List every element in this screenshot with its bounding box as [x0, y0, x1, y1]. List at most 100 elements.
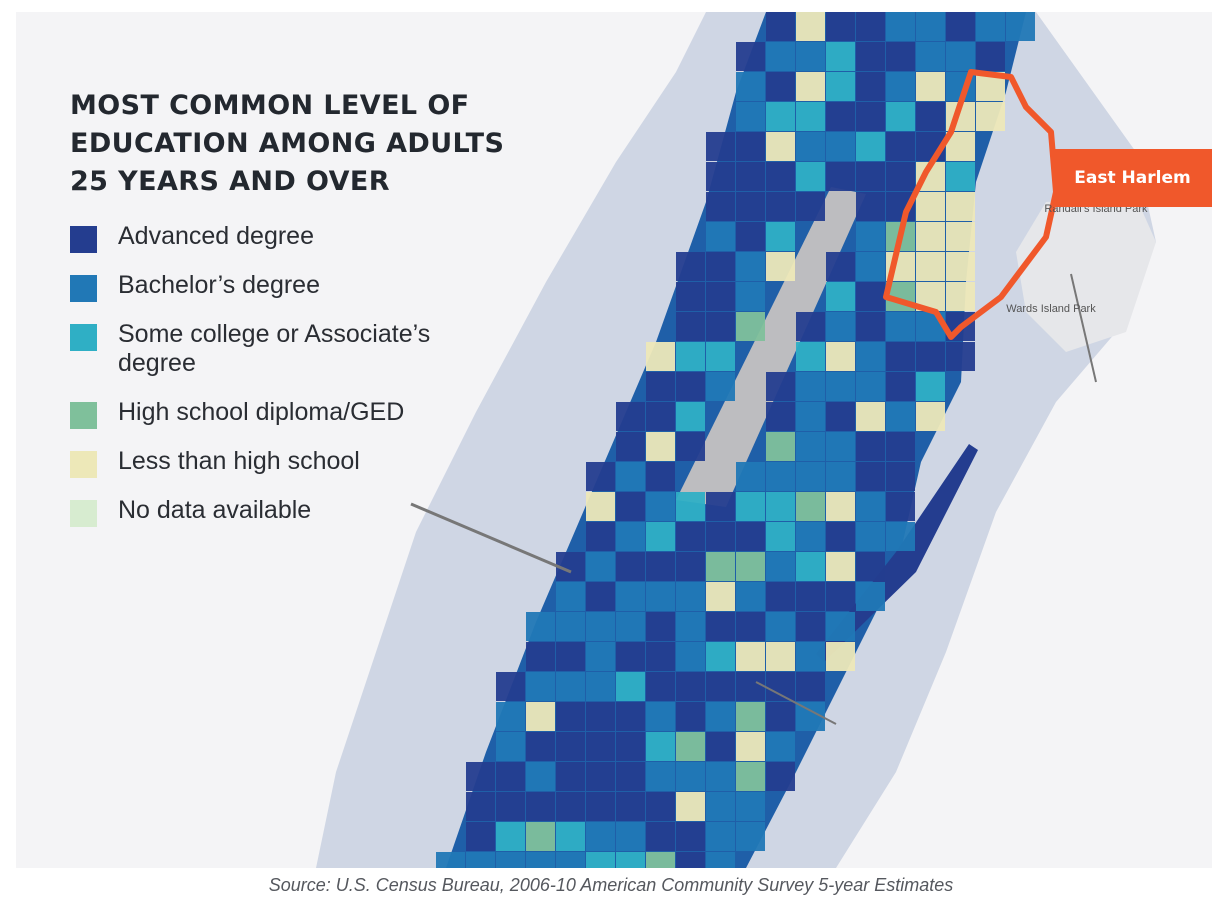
census-tract [466, 822, 495, 851]
census-tract [826, 462, 855, 491]
census-tract [946, 252, 975, 281]
census-tract [796, 612, 825, 641]
census-tract [856, 432, 885, 461]
census-tract [826, 342, 855, 371]
census-tract [646, 582, 675, 611]
census-tract [556, 612, 585, 641]
legend-label: Bachelor’s degree [118, 271, 320, 299]
census-tract [676, 252, 705, 281]
census-tract [856, 162, 885, 191]
census-tract [616, 732, 645, 761]
census-tract [706, 492, 735, 521]
census-tract [556, 732, 585, 761]
census-tract [766, 642, 795, 671]
census-tract [886, 312, 915, 341]
census-tract [916, 42, 945, 71]
census-tract [676, 492, 705, 521]
census-tract [856, 282, 885, 311]
census-tract [736, 732, 765, 761]
legend-swatch [70, 226, 97, 253]
census-tract [796, 492, 825, 521]
census-tract [616, 402, 645, 431]
census-tract [736, 252, 765, 281]
census-tract [916, 342, 945, 371]
census-tract [766, 672, 795, 701]
census-tract [616, 672, 645, 701]
census-tract [856, 492, 885, 521]
census-tract [706, 762, 735, 791]
census-tract [796, 642, 825, 671]
census-tract [856, 252, 885, 281]
census-tract [886, 492, 915, 521]
census-tract [766, 582, 795, 611]
census-tract [646, 552, 675, 581]
census-tract [766, 192, 795, 221]
census-tract [826, 252, 855, 281]
census-tract [586, 462, 615, 491]
census-tract [466, 762, 495, 791]
east-harlem-callout[interactable]: East Harlem [1053, 149, 1212, 207]
census-tract [826, 642, 855, 671]
east-shore-land [836, 12, 1212, 868]
census-tract [916, 222, 945, 251]
map-canvas[interactable]: Randall’s Island Park Wards Island Park [16, 12, 1212, 868]
census-tract [856, 12, 885, 41]
census-tract [856, 192, 885, 221]
census-tract [496, 732, 525, 761]
census-tract [706, 672, 735, 701]
census-tract [856, 222, 885, 251]
legend-label: Some college or Associate’s degree [118, 320, 431, 377]
bridge-line [410, 502, 572, 574]
census-tract [826, 582, 855, 611]
east-harlem-outline[interactable] [883, 69, 1059, 340]
census-tract [826, 552, 855, 581]
census-tract [856, 372, 885, 401]
census-tract [916, 12, 945, 41]
census-tract [676, 312, 705, 341]
census-tract [916, 372, 945, 401]
census-tract [886, 342, 915, 371]
census-tract [646, 342, 675, 371]
census-tract [646, 402, 675, 431]
census-tract [946, 282, 975, 311]
census-tract [616, 552, 645, 581]
census-tract [736, 582, 765, 611]
legend-swatch [70, 500, 97, 527]
census-tract [526, 642, 555, 671]
legend-label: High school diploma/GED [118, 398, 405, 426]
census-tract [796, 672, 825, 701]
census-tract [616, 582, 645, 611]
census-tract [706, 372, 735, 401]
census-tract [826, 132, 855, 161]
census-tract [856, 102, 885, 131]
census-tract [706, 312, 735, 341]
census-tract [766, 252, 795, 281]
census-tract [646, 762, 675, 791]
census-tract [616, 612, 645, 641]
census-tract [706, 552, 735, 581]
census-tract [916, 102, 945, 131]
map-title-line-1: MOST COMMON LEVEL OF [70, 90, 470, 121]
census-tract [586, 672, 615, 701]
census-tract [736, 672, 765, 701]
legend-item-no-data: No data available [70, 496, 448, 527]
census-tract [796, 342, 825, 371]
census-tract [616, 522, 645, 551]
census-tract [706, 732, 735, 761]
census-tract [946, 222, 975, 251]
census-tract [496, 852, 525, 868]
census-tract [676, 432, 705, 461]
census-tract [616, 702, 645, 731]
census-tract [826, 372, 855, 401]
central-park [676, 187, 866, 507]
census-tract [586, 762, 615, 791]
census-tract [736, 222, 765, 251]
census-tract [706, 342, 735, 371]
census-tract [886, 12, 915, 41]
census-tract [796, 12, 825, 41]
census-tract [586, 822, 615, 851]
legend-item-some-college: Some college or Associate’s degree [70, 320, 448, 378]
census-tract [706, 612, 735, 641]
census-tract [706, 222, 735, 251]
census-tract [676, 852, 705, 868]
